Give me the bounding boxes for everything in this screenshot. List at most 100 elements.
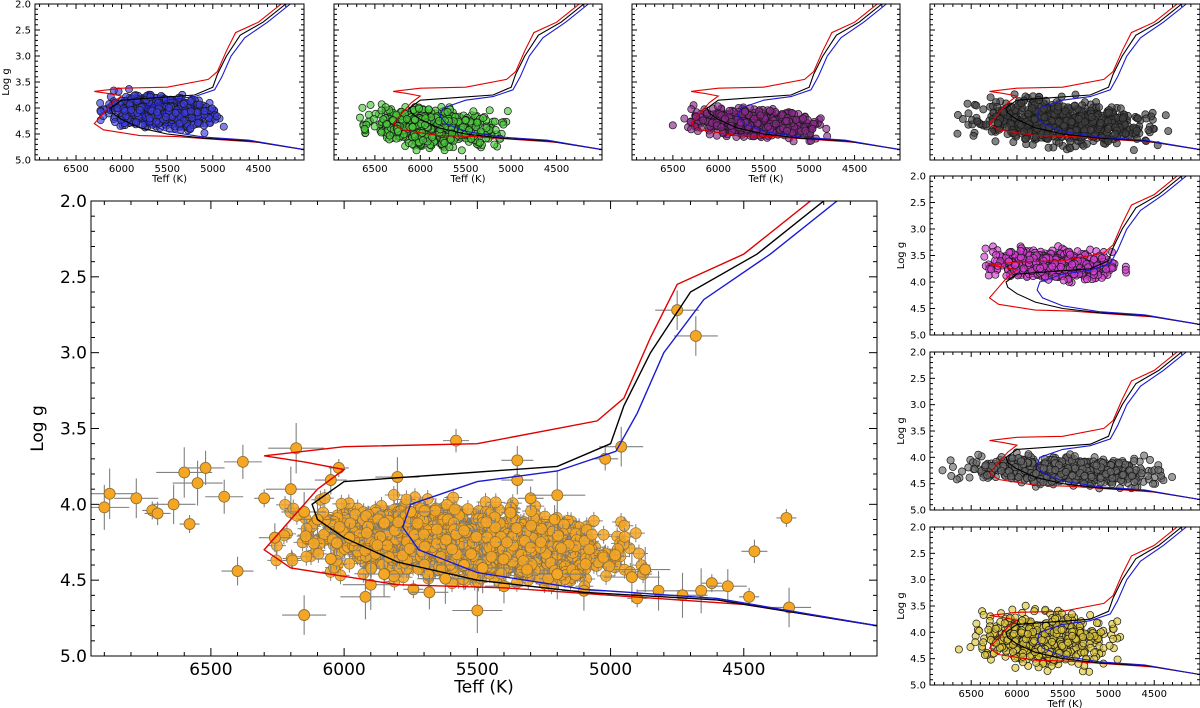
data-point [695, 584, 708, 597]
data-point [497, 553, 510, 566]
data-point [360, 527, 373, 539]
isochrone-line [263, 201, 877, 627]
x-tick-label: 5000 [589, 660, 632, 680]
data-point [586, 528, 598, 541]
data-point [535, 523, 548, 535]
data-point [98, 501, 111, 514]
data-point [178, 466, 191, 479]
data-point [151, 507, 164, 520]
data-point [510, 522, 523, 534]
data-point [286, 554, 299, 567]
data-point [625, 571, 638, 584]
data-point [600, 570, 612, 582]
data-point [743, 590, 756, 603]
data-point [371, 539, 384, 552]
data-point [630, 527, 642, 539]
data-point [458, 524, 470, 537]
data-point [501, 536, 513, 549]
data-point [423, 586, 436, 599]
data-point [440, 533, 452, 546]
data-point [524, 492, 537, 505]
data-point [480, 516, 493, 529]
data-point [199, 462, 212, 474]
data-point [548, 513, 561, 526]
data-point [258, 492, 271, 505]
data-point [388, 570, 400, 582]
data-point [417, 528, 430, 541]
data-point [552, 529, 564, 542]
data-point [359, 590, 372, 603]
data-point [633, 547, 645, 560]
data-point [535, 536, 547, 548]
isochrone-line [311, 201, 877, 627]
data-point [721, 580, 734, 593]
y-axis-label: Log g [28, 405, 48, 452]
y-tick-label: 3.5 [60, 419, 87, 439]
data-point [569, 569, 582, 581]
data-point [609, 549, 622, 561]
data-point [705, 577, 718, 590]
data-point [331, 537, 343, 549]
data-point [364, 578, 377, 591]
data-point [299, 530, 312, 542]
data-point [130, 492, 143, 505]
y-tick-label: 4.0 [60, 495, 87, 515]
y-tick-label: 4.5 [60, 571, 87, 591]
data-point [446, 543, 458, 555]
x-tick-label: 6000 [322, 660, 365, 680]
data-point [525, 519, 537, 532]
data-point [333, 521, 346, 533]
y-tick-label: 3.0 [60, 344, 87, 364]
data-point [578, 584, 590, 597]
isochrone-line [401, 201, 877, 627]
x-tick-label: 5500 [456, 660, 499, 680]
data-point [555, 542, 567, 554]
data-point [748, 545, 761, 558]
data-point [462, 503, 474, 515]
data-point [183, 518, 196, 530]
data-point [308, 537, 320, 550]
data-point [476, 562, 489, 574]
data-point [218, 490, 231, 503]
data-point [191, 477, 204, 490]
y-tick-label: 2.0 [60, 192, 87, 212]
data-point [378, 517, 391, 529]
data-point [270, 554, 283, 567]
data-point [597, 551, 610, 564]
data-point [579, 558, 592, 570]
data-point [418, 505, 431, 517]
data-point [290, 442, 303, 455]
data-point [588, 515, 600, 527]
data-point [125, 85, 133, 94]
data-point [378, 568, 390, 580]
data-point [284, 483, 297, 496]
data-point [521, 563, 533, 576]
data-point [439, 572, 452, 585]
data-point [96, 99, 105, 108]
data-point [489, 496, 502, 509]
data-point [236, 455, 249, 468]
data-point [689, 330, 702, 342]
data-point [431, 523, 443, 536]
data-point [231, 565, 244, 577]
x-tick-label: 6500 [189, 660, 232, 680]
data-point [511, 454, 524, 467]
data-point [411, 517, 424, 530]
plot-area [93, 4, 304, 151]
data-point [504, 506, 517, 519]
x-tick-label: 4500 [722, 660, 765, 680]
data-point [780, 512, 793, 524]
data-point [618, 531, 631, 543]
data-point [343, 557, 356, 570]
data-point [103, 487, 116, 500]
data-point [298, 609, 311, 621]
data-point [335, 498, 348, 510]
data-point [551, 568, 564, 580]
data-point [298, 506, 311, 518]
y-tick-label: 5.0 [60, 647, 87, 667]
x-axis-label: Teff (K) [453, 678, 513, 698]
data-point [324, 553, 337, 565]
data-point [167, 498, 180, 511]
data-point [312, 548, 325, 560]
